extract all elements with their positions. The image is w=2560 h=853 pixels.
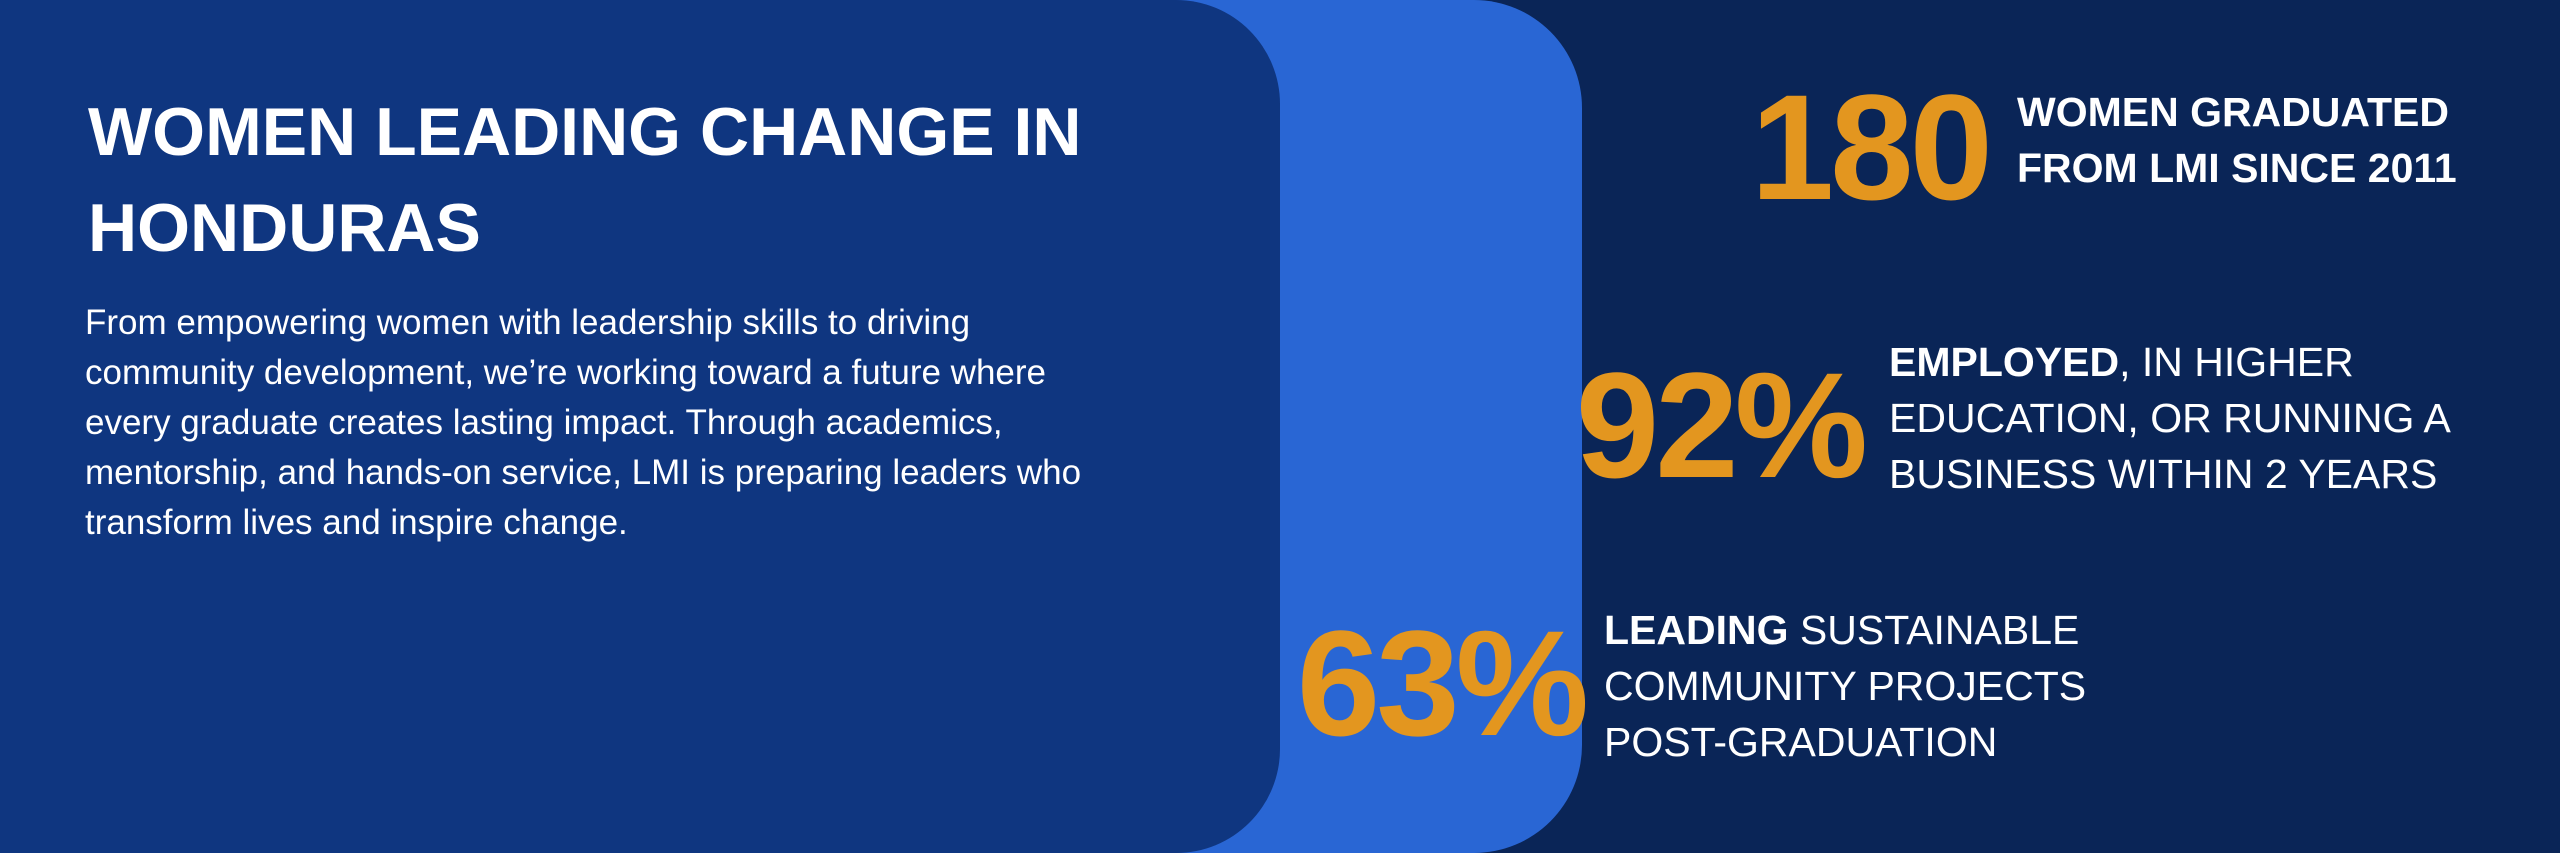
stat-label: EMPLOYED, IN HIGHER EDUCATION, OR RUNNIN… bbox=[1889, 334, 2459, 502]
stat-text: FROM LMI SINCE 2011 bbox=[2017, 145, 2457, 191]
intro-text: From empowering women with leadership sk… bbox=[85, 303, 1082, 542]
stat-label: LEADING SUSTAINABLE COMMUNITY PROJECTS P… bbox=[1604, 602, 2214, 770]
stat-number: 92% bbox=[1575, 341, 1868, 509]
stat-lead: LEADING bbox=[1604, 607, 1789, 653]
stat-text: , IN HIGHER EDUCATION, OR RUNNING A BUSI… bbox=[1889, 339, 2449, 497]
intro-panel bbox=[0, 0, 1280, 853]
stat-text: SUSTAINABLE COMMUNITY PROJECTS POST-GRAD… bbox=[1604, 607, 2087, 765]
stat-lead: WOMEN GRADUATED bbox=[2017, 89, 2449, 135]
title: WOMEN LEADING CHANGE IN HONDURAS bbox=[88, 94, 1082, 266]
stat-number: 180 bbox=[1750, 63, 1993, 231]
stat-label: WOMEN GRADUATED FROM LMI SINCE 2011 bbox=[2017, 84, 2537, 196]
stat-lead: EMPLOYED bbox=[1889, 339, 2120, 385]
stat-number: 63% bbox=[1296, 599, 1589, 767]
